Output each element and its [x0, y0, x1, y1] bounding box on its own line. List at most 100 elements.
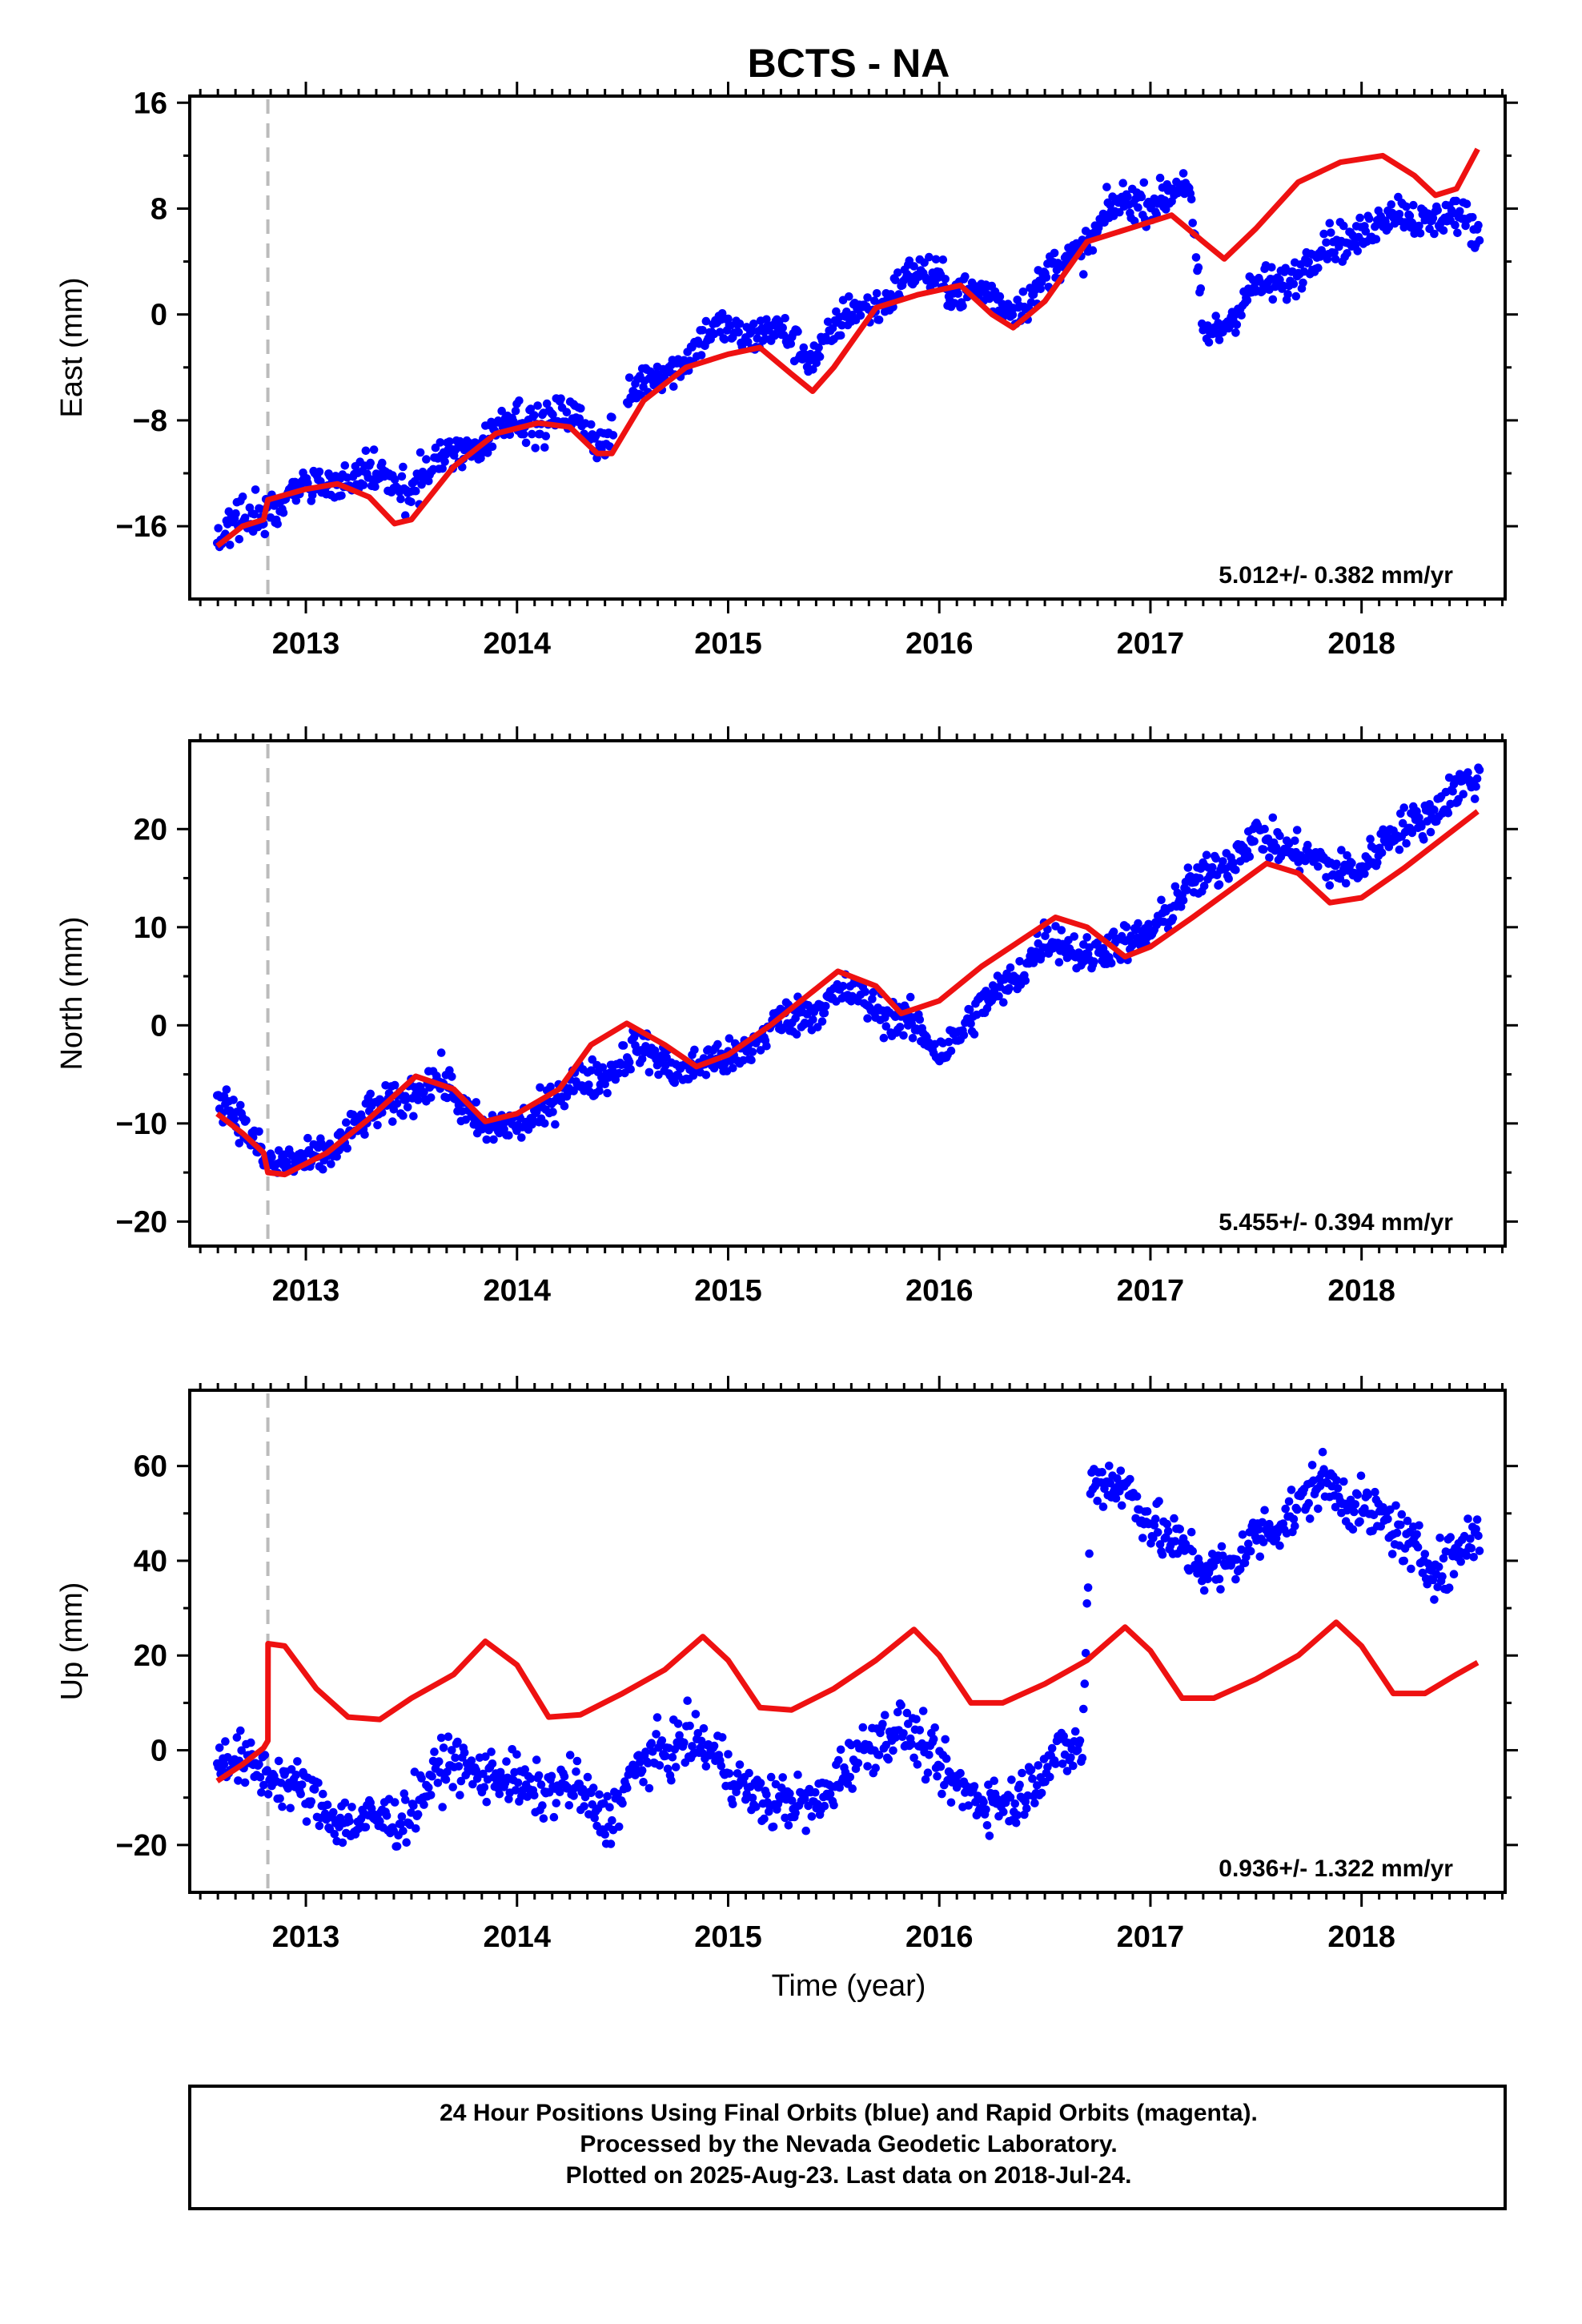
east-data-point	[337, 491, 346, 501]
up-data-point	[938, 1789, 946, 1799]
up-data-point	[788, 1796, 797, 1805]
north-data-point	[809, 1015, 817, 1024]
up-data-point	[1265, 1519, 1274, 1529]
up-data-point	[390, 1798, 400, 1807]
east-data-point	[1453, 228, 1462, 238]
east-data-point	[1325, 219, 1335, 228]
up-data-point	[263, 1790, 273, 1799]
up-data-point	[1307, 1461, 1317, 1470]
east-data-point	[828, 324, 837, 333]
up-data-point	[293, 1757, 302, 1766]
north-data-point	[1168, 914, 1178, 923]
east-data-point	[1231, 328, 1240, 337]
north-data-point	[1265, 853, 1274, 862]
north-data-point	[817, 1017, 827, 1026]
north-data-point	[1176, 903, 1186, 911]
east-data-point	[961, 272, 970, 281]
up-data-point	[534, 1771, 544, 1780]
east-data-point	[1267, 263, 1276, 272]
east-data-point	[255, 505, 265, 513]
east-data-point	[770, 331, 779, 340]
up-data-point	[778, 1773, 787, 1782]
up-data-point	[1331, 1502, 1340, 1512]
east-y-axis-label: East (mm)	[55, 277, 89, 417]
up-data-point	[310, 1785, 319, 1794]
east-data-point	[809, 365, 817, 374]
up-data-point	[396, 1819, 405, 1829]
up-data-point	[399, 1827, 408, 1835]
east-data-point	[250, 509, 259, 519]
east-data-point	[1283, 290, 1292, 299]
up-data-point	[825, 1789, 835, 1799]
north-data-point	[1417, 822, 1426, 831]
up-data-point	[552, 1799, 561, 1807]
east-data-point	[734, 328, 743, 337]
up-data-point	[693, 1729, 703, 1738]
up-data-point	[538, 1801, 547, 1810]
up-data-point	[1304, 1498, 1313, 1508]
up-data-point	[1412, 1530, 1421, 1539]
up-data-point	[274, 1756, 283, 1766]
north-data-point	[598, 1063, 608, 1072]
up-data-point	[1062, 1767, 1072, 1775]
up-data-point	[1305, 1514, 1315, 1523]
up-data-point	[1043, 1763, 1052, 1771]
east-data-point	[1322, 238, 1331, 247]
north-frame	[188, 739, 1507, 1248]
east-data-point	[938, 255, 948, 264]
up-data-point	[237, 1746, 247, 1755]
up-data-point	[530, 1791, 539, 1800]
up-data-point	[451, 1753, 460, 1763]
north-data-point	[701, 1071, 711, 1080]
y-tick-label: −10	[116, 1108, 167, 1141]
up-data-point	[240, 1778, 250, 1787]
north-data-point	[1402, 838, 1411, 848]
up-data-point	[979, 1798, 988, 1807]
up-data-point	[1082, 1599, 1091, 1608]
north-data-point	[1260, 824, 1269, 834]
north-data-point	[1259, 845, 1268, 854]
north-data-point	[863, 1014, 872, 1023]
up-data-point	[902, 1708, 912, 1718]
north-data-point	[489, 1135, 498, 1144]
up-data-point	[1069, 1761, 1078, 1771]
up-data-point	[1397, 1510, 1407, 1519]
up-data-point	[1203, 1574, 1212, 1584]
east-data-point	[1115, 207, 1124, 217]
up-data-point	[829, 1800, 838, 1810]
up-data-point	[583, 1772, 592, 1782]
north-data-point	[1360, 869, 1369, 879]
up-data-point	[613, 1789, 622, 1799]
up-data-point	[1070, 1727, 1080, 1736]
up-data-point	[1098, 1502, 1108, 1511]
up-data-point	[1314, 1504, 1323, 1514]
up-data-point	[460, 1748, 469, 1757]
east-data-point	[488, 442, 497, 452]
up-data-point	[899, 1729, 908, 1738]
east-data-point	[1123, 192, 1132, 202]
up-data-point	[893, 1707, 902, 1717]
east-data-point	[396, 494, 405, 504]
east-frame	[188, 94, 1507, 601]
north-data-point	[242, 1116, 251, 1125]
up-data-point	[811, 1787, 820, 1797]
north-data-point	[637, 1055, 647, 1063]
east-data-point	[340, 461, 350, 470]
east-data-point	[697, 351, 706, 360]
east-data-point	[1355, 213, 1364, 223]
east-data-point	[814, 343, 823, 352]
east-data-point	[925, 252, 934, 262]
up-data-point	[1022, 1804, 1031, 1813]
east-data-point	[1468, 213, 1477, 222]
east-data-point	[845, 292, 853, 301]
north-data-point	[1231, 866, 1240, 875]
y-tick-label: 20	[134, 1639, 167, 1673]
up-data-point	[367, 1804, 376, 1813]
up-data-point	[512, 1750, 521, 1759]
up-data-point	[668, 1753, 677, 1762]
north-data-point	[504, 1131, 513, 1140]
north-data-point	[420, 1088, 428, 1096]
east-data-point	[1139, 178, 1149, 187]
up-data-point	[1467, 1544, 1476, 1553]
